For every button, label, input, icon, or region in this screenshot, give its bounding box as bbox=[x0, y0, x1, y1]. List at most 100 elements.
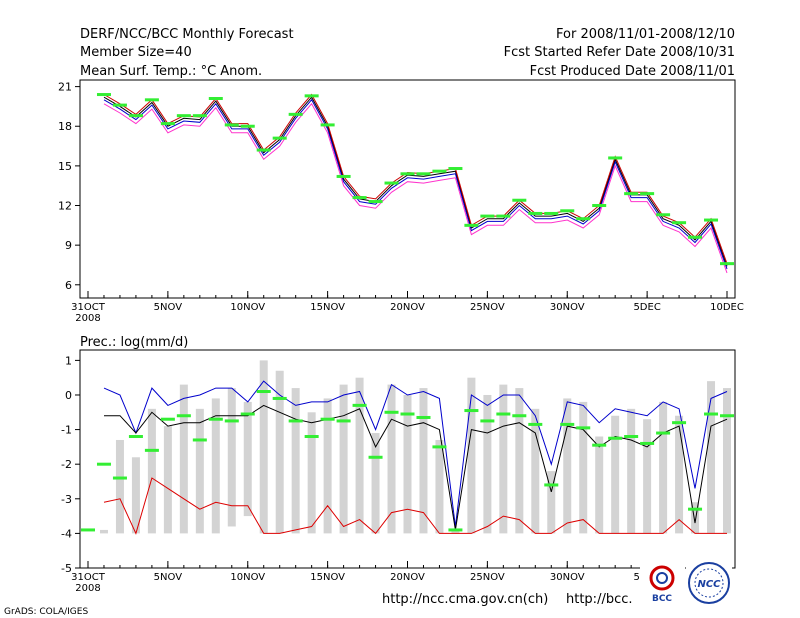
y-tick-label: 0 bbox=[65, 389, 72, 402]
precip-marker bbox=[432, 445, 447, 449]
ncc-logo-text: NCC bbox=[697, 579, 721, 590]
precip-marker bbox=[528, 422, 543, 426]
temperature-series-line bbox=[103, 93, 728, 264]
precip-range-bar bbox=[179, 384, 188, 534]
precip-marker bbox=[336, 419, 351, 423]
x-tick-year: 2008 bbox=[75, 583, 100, 594]
precip-marker bbox=[672, 421, 687, 425]
precip-marker bbox=[576, 426, 591, 430]
precip-range-bar bbox=[451, 529, 460, 534]
temperature-marker bbox=[592, 204, 607, 208]
precip-marker bbox=[240, 412, 255, 416]
x-tick-label: 25NOV bbox=[470, 302, 505, 313]
temperature-marker bbox=[224, 123, 239, 127]
precip-range-bar bbox=[723, 388, 731, 534]
bcc-logo: BCC bbox=[640, 560, 685, 605]
temperature-marker bbox=[656, 213, 671, 217]
precip-range-bar bbox=[147, 408, 156, 534]
precip-marker bbox=[496, 412, 511, 416]
precip-range-bar bbox=[499, 384, 508, 534]
temperature-marker bbox=[160, 122, 175, 126]
x-tick-label: 5DEC bbox=[633, 302, 660, 313]
precip-range-bar bbox=[595, 436, 604, 534]
temperature-marker bbox=[432, 169, 447, 173]
precip-range-bar bbox=[547, 471, 556, 534]
temperature-marker bbox=[624, 192, 639, 196]
temperature-marker bbox=[400, 172, 415, 176]
ncc-logo: NCC bbox=[686, 560, 732, 606]
grads-credit: GrADS: COLA/IGES bbox=[4, 607, 88, 617]
y-tick-label: 18 bbox=[58, 120, 72, 133]
precip-range-bar bbox=[211, 398, 220, 534]
temperature-series-line bbox=[103, 98, 728, 270]
temperature-marker bbox=[304, 94, 319, 98]
precip-marker bbox=[416, 415, 431, 419]
precip-marker bbox=[352, 403, 367, 407]
precip-marker bbox=[176, 414, 191, 418]
x-tick-label: 31OCT bbox=[71, 302, 106, 313]
precip-marker bbox=[224, 419, 239, 423]
precip-range-bar bbox=[243, 401, 252, 517]
temperature-marker bbox=[640, 192, 655, 196]
temperature-marker bbox=[352, 196, 367, 200]
precip-marker bbox=[608, 436, 623, 440]
precip-range-bar bbox=[275, 370, 284, 534]
precip-range-bar bbox=[259, 360, 268, 534]
precip-marker bbox=[656, 431, 671, 435]
x-tick-label: 31OCT bbox=[71, 572, 106, 583]
ncc-logo-ring bbox=[688, 562, 730, 604]
y-tick-label: -2 bbox=[61, 458, 72, 471]
x-tick-label: 15NOV bbox=[310, 302, 345, 313]
temperature-marker bbox=[688, 235, 703, 239]
precip-marker bbox=[592, 443, 607, 447]
precip-range-bar bbox=[291, 388, 300, 534]
x-tick-label: 20NOV bbox=[390, 302, 425, 313]
x-tick-label: 15NOV bbox=[310, 572, 345, 583]
temperature-marker bbox=[384, 181, 399, 185]
x-tick-label: 30NOV bbox=[550, 572, 585, 583]
precip-marker bbox=[160, 417, 175, 421]
x-tick-label: 25NOV bbox=[470, 572, 505, 583]
chart-title: DERF/NCC/BCC Monthly Forecast bbox=[80, 27, 294, 42]
precip-marker bbox=[128, 435, 143, 439]
precip-range-bar bbox=[643, 419, 652, 534]
precip-range-bar bbox=[659, 401, 668, 534]
precip-lower-line bbox=[103, 477, 727, 535]
precip-marker bbox=[464, 409, 479, 413]
temperature-marker bbox=[192, 114, 207, 118]
x-tick-label: 10NOV bbox=[230, 302, 265, 313]
temperature-marker bbox=[464, 223, 479, 227]
precip-range-bar bbox=[531, 408, 540, 534]
temperature-frame bbox=[79, 79, 736, 299]
produced-date-label: Fcst Produced Date 2008/11/01 bbox=[530, 64, 735, 79]
precip-marker bbox=[144, 448, 159, 452]
precip-range-bar bbox=[227, 388, 236, 527]
precip-range-bar bbox=[627, 408, 636, 534]
y-tick-label: -4 bbox=[61, 527, 72, 540]
precip-range-bar bbox=[691, 502, 700, 534]
y-tick-label: 9 bbox=[65, 239, 72, 252]
y-tick-label: -5 bbox=[61, 562, 72, 575]
precip-range-bar bbox=[403, 394, 412, 534]
x-tick-label: 5NOV bbox=[154, 302, 183, 313]
bcc-logo-core bbox=[656, 572, 668, 584]
y-tick-label: 6 bbox=[65, 279, 72, 292]
x-tick-label: 5NOV bbox=[154, 572, 183, 583]
member-size-label: Member Size=40 bbox=[80, 45, 192, 60]
precip-range-bar bbox=[323, 398, 332, 534]
precip-range-bar bbox=[195, 408, 204, 534]
precip-marker bbox=[720, 414, 734, 418]
precip-range-bar bbox=[515, 388, 524, 534]
temperature-marker bbox=[704, 218, 719, 222]
precip-marker bbox=[96, 462, 111, 466]
temperature-marker bbox=[576, 217, 591, 221]
precip-range-bar bbox=[707, 381, 716, 534]
precip-marker bbox=[480, 419, 495, 423]
precip-marker bbox=[81, 528, 95, 532]
precip-range-bar bbox=[387, 384, 396, 534]
temperature-marker bbox=[496, 214, 511, 218]
precip-range-bar bbox=[675, 415, 684, 534]
precip-range-bar bbox=[307, 412, 316, 534]
